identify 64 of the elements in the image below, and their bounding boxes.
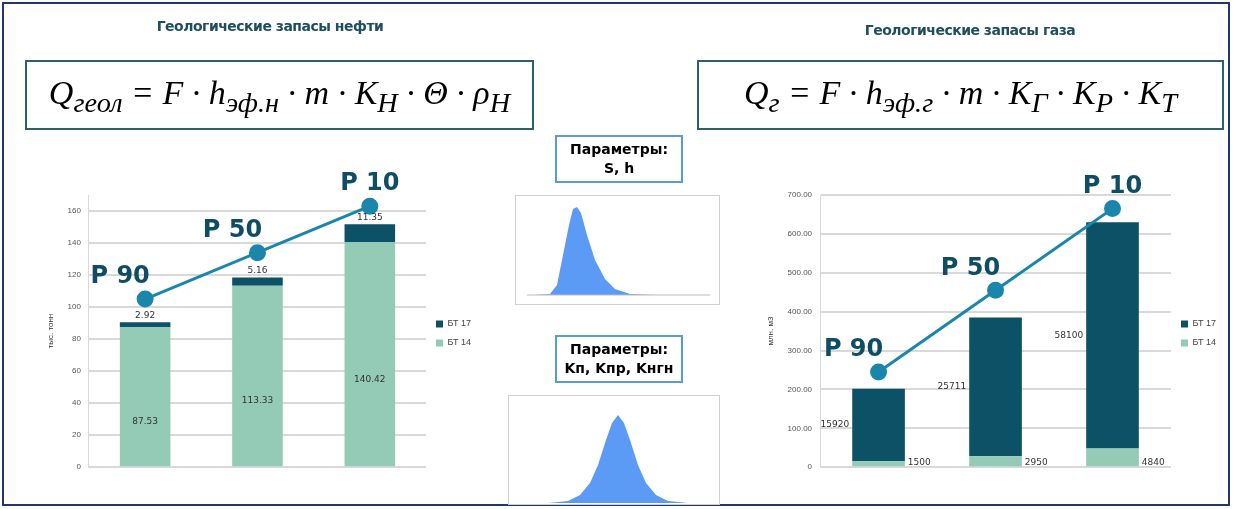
y-tick-label: 40 <box>72 398 82 408</box>
bar <box>1086 448 1139 467</box>
text: Параметры: S, h <box>555 135 683 183</box>
point <box>136 290 154 308</box>
bar <box>1086 222 1139 449</box>
chart-title: Геологические запасы газа <box>863 22 1077 38</box>
chart-subtitle: Q$_{геол}$ = F · h$_{эф.н}$ · m · K$_{Н}$ · Θ · ρ$_{Н}$ <box>25 60 534 130</box>
y-tick-label: 20 <box>72 430 82 440</box>
bar <box>852 461 905 467</box>
y-tick-label: 100 <box>67 302 82 312</box>
y-axis-title: млн. м3 <box>766 316 775 346</box>
annotation: 2950 <box>1024 456 1049 467</box>
data-label: 11.35 <box>356 212 383 223</box>
annotation: 58100 <box>1054 329 1084 340</box>
y-tick-label: 120 <box>67 270 82 280</box>
data-label: 2.92 <box>135 310 156 321</box>
data-label: 113.33 <box>241 395 274 406</box>
point <box>987 281 1005 299</box>
bar <box>969 317 1022 457</box>
y-tick-label: 600.00 <box>787 229 813 239</box>
data-label: P 50 <box>202 214 263 243</box>
y-tick-label: 140 <box>67 238 82 248</box>
y-tick-label: 160 <box>67 206 82 216</box>
text: Параметры: Kп, Kпр, Kнгн <box>555 335 683 383</box>
y-tick-label: 200.00 <box>787 384 813 394</box>
data-label: 87.53 <box>132 415 158 426</box>
bar <box>119 322 171 328</box>
point <box>1104 200 1121 218</box>
y-tick-label: 0 <box>807 462 813 472</box>
bar <box>232 285 283 467</box>
y-tick-label: 400.00 <box>787 306 813 316</box>
data-label: P 50 <box>940 252 1001 281</box>
data-label: P 90 <box>823 334 884 363</box>
y-tick-label: 500.00 <box>787 267 813 277</box>
text: Q$_{г}$ = F · h$_{эф.г}$ · m · K$_{Г}$ · K$_{Р}$ · K$_{Т}$ <box>743 74 1178 118</box>
y-tick-label: 0 <box>76 462 82 472</box>
bar <box>852 388 905 462</box>
y-tick-label: 80 <box>72 334 82 344</box>
legend-label: БТ 14 <box>1192 337 1216 348</box>
data-label: 140.42 <box>354 373 386 384</box>
bar <box>344 224 396 243</box>
point <box>248 244 266 262</box>
chart-title: Геологические запасы нефти <box>155 18 385 34</box>
annotation: 1500 <box>907 456 932 467</box>
y-axis-title: тыс. тонн <box>46 313 55 349</box>
legend-label: БТ 14 <box>447 337 471 348</box>
bar <box>232 277 283 286</box>
y-tick-label: 300.00 <box>787 345 813 355</box>
point <box>870 363 888 381</box>
y-tick-label: 100.00 <box>787 423 813 433</box>
annotation: 15920 <box>820 419 850 430</box>
bar <box>119 327 171 467</box>
legend-label: БТ 17 <box>447 318 471 329</box>
data-label: P 10 <box>340 168 400 197</box>
y-tick-label: 60 <box>72 366 82 376</box>
data-label: 5.16 <box>247 265 268 276</box>
legend-label: БТ 17 <box>1192 318 1216 329</box>
data-label: P 90 <box>90 261 150 290</box>
annotation: 4840 <box>1141 456 1165 467</box>
bar <box>969 456 1022 467</box>
bar <box>344 242 396 467</box>
y-tick-label: 700.00 <box>787 190 813 200</box>
annotation: 25711 <box>937 381 967 392</box>
data-label: P 10 <box>1082 170 1143 199</box>
